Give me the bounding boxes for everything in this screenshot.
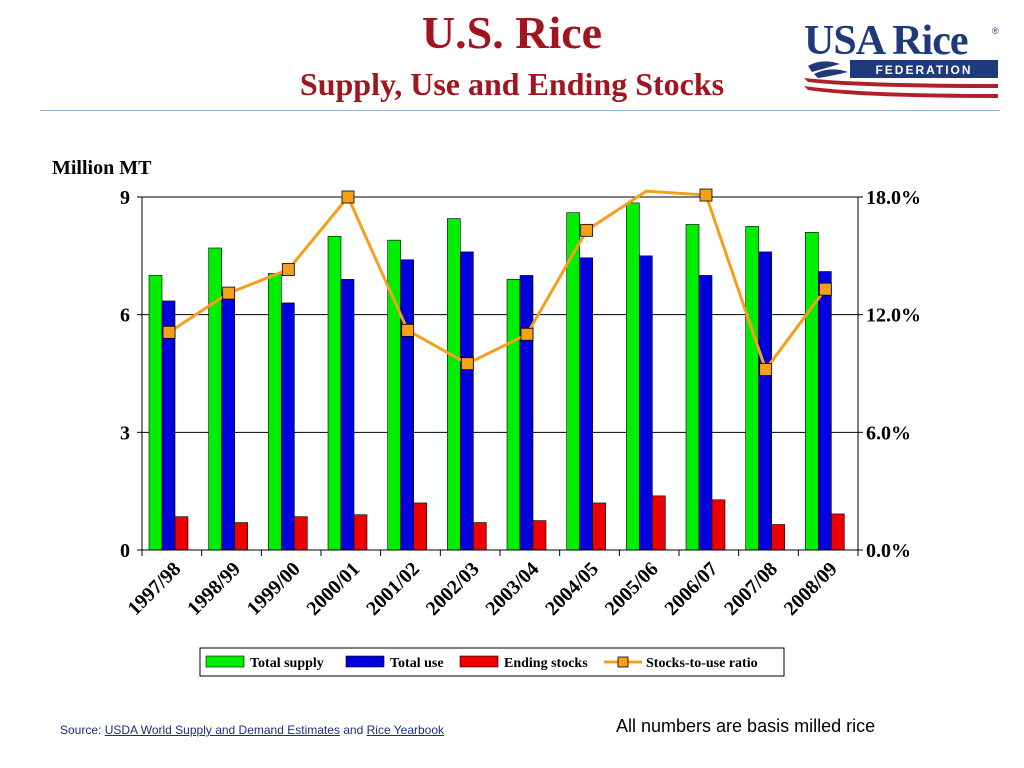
y-tick-label: 9 xyxy=(120,187,130,209)
ending-stocks-bar xyxy=(831,513,845,551)
legend-ending-stocks-label: Ending stocks xyxy=(504,656,588,671)
x-tick-label: 2001/02 xyxy=(362,558,424,620)
ending-stocks-bar xyxy=(711,499,726,551)
total-use-bar xyxy=(758,251,772,551)
stocks-to-use-point xyxy=(699,188,713,202)
ending-stocks-bar xyxy=(413,502,427,551)
y-tick-label: 6 xyxy=(120,305,130,327)
total-supply-bar xyxy=(626,202,640,551)
total-supply-bar xyxy=(745,226,759,551)
logo-stripe-red-2 xyxy=(804,86,998,98)
stocks-to-use-point xyxy=(341,190,355,204)
stocks-to-use-line xyxy=(168,189,827,373)
logo-text-sub: FEDERATION xyxy=(875,63,972,77)
ending-stocks-bar xyxy=(234,522,248,551)
ending-stocks-bar xyxy=(473,522,487,551)
total-supply-bar xyxy=(805,232,819,551)
logo-banner xyxy=(850,60,998,78)
legend-total-supply-swatch xyxy=(205,655,245,668)
x-tick-label: 2004/05 xyxy=(541,558,603,620)
stocks-to-use-point xyxy=(759,363,773,376)
x-tick-label: 2006/07 xyxy=(660,558,722,620)
x-tick-label: 2008/09 xyxy=(780,558,842,620)
total-use-bar xyxy=(400,259,414,551)
total-supply-bar xyxy=(685,224,700,551)
ending-stocks-bar xyxy=(532,520,547,551)
y2-tick-label: 18.0% xyxy=(866,187,921,209)
total-supply-bar xyxy=(208,247,222,551)
total-use-bar xyxy=(340,279,355,551)
total-supply-bar xyxy=(327,235,342,551)
x-tick-label: 1998/99 xyxy=(183,558,245,620)
legend-total-supply-label: Total supply xyxy=(250,656,324,671)
x-tick-label: 2007/08 xyxy=(720,558,782,620)
title-divider xyxy=(40,110,1000,111)
x-tick-label: 1997/98 xyxy=(123,558,185,620)
stocks-to-use-point xyxy=(401,323,415,337)
x-tick-label: 2002/03 xyxy=(422,558,484,620)
logo-rice-leaf-2 xyxy=(814,69,848,78)
total-use-bar xyxy=(639,255,653,551)
stocks-to-use-point xyxy=(460,357,474,371)
ending-stocks-bar xyxy=(174,516,189,551)
stocks-to-use-point xyxy=(818,282,832,296)
supply-use-chart: Million MT03690.0%6.0%12.0%18.0%1997/981… xyxy=(52,157,921,677)
source-prefix: Source: xyxy=(60,723,105,737)
x-tick-label: 1999/00 xyxy=(243,558,305,620)
y-axis-label: Million MT xyxy=(52,157,152,179)
ending-stocks-bar xyxy=(353,514,368,551)
legend-total-use-label: Total use xyxy=(390,656,444,671)
legend-total-use-swatch xyxy=(345,655,385,668)
stocks-to-use-point xyxy=(162,325,176,339)
legend-stocks-to-use-marker xyxy=(617,656,629,668)
y2-tick-label: 6.0% xyxy=(866,422,911,444)
y2-tick-label: 12.0% xyxy=(866,305,921,327)
ending-stocks-bar xyxy=(592,502,606,551)
x-tick-label: 2003/04 xyxy=(481,558,543,620)
source-link-wasde[interactable]: USDA World Supply and Demand Estimates xyxy=(104,723,340,737)
logo-registered: ® xyxy=(992,26,999,36)
ending-stocks-bar xyxy=(294,516,308,551)
legend-ending-stocks-swatch xyxy=(459,655,499,668)
source-link-rice-yearbook[interactable]: Rice Yearbook xyxy=(366,723,445,737)
usa-rice-federation-logo: USA Rice ® FEDERATION xyxy=(804,18,999,98)
slide-title: U.S. Rice xyxy=(421,7,603,58)
stocks-to-use-point xyxy=(520,327,534,341)
total-use-bar xyxy=(460,251,474,551)
total-use-bar xyxy=(519,275,534,551)
total-use-bar xyxy=(698,275,713,551)
total-supply-bar xyxy=(447,218,461,551)
y2-tick-label: 0.0% xyxy=(866,540,911,562)
total-use-bar xyxy=(281,302,295,551)
x-tick-label: 2000/01 xyxy=(302,558,364,620)
milled-rice-note: All numbers are basis milled rice xyxy=(616,716,876,736)
slide-subtitle: Supply, Use and Ending Stocks xyxy=(299,66,725,102)
logo-stripe-red xyxy=(804,78,998,88)
total-supply-bar xyxy=(268,273,282,551)
logo-rice-leaf xyxy=(808,61,840,72)
stocks-to-use-point xyxy=(222,286,236,300)
ending-stocks-bar xyxy=(771,524,785,551)
stocks-to-use-point xyxy=(281,263,295,276)
y-tick-label: 3 xyxy=(120,422,130,444)
legend-stocks-to-use-label: Stocks-to-use ratio xyxy=(646,656,758,671)
stocks-to-use-point xyxy=(580,223,594,237)
total-use-bar xyxy=(579,257,593,551)
x-tick-label: 2005/06 xyxy=(601,558,663,620)
total-use-bar xyxy=(221,292,235,551)
y-tick-label: 0 xyxy=(120,540,130,562)
source-and: and xyxy=(339,723,367,737)
source-line: Source: USDA World Supply and Demand Est… xyxy=(60,723,444,737)
ending-stocks-bar xyxy=(652,495,666,551)
logo-text-main: USA Rice xyxy=(804,18,968,64)
total-supply-bar xyxy=(506,279,521,551)
total-supply-bar xyxy=(148,275,163,551)
total-use-bar xyxy=(818,271,832,551)
